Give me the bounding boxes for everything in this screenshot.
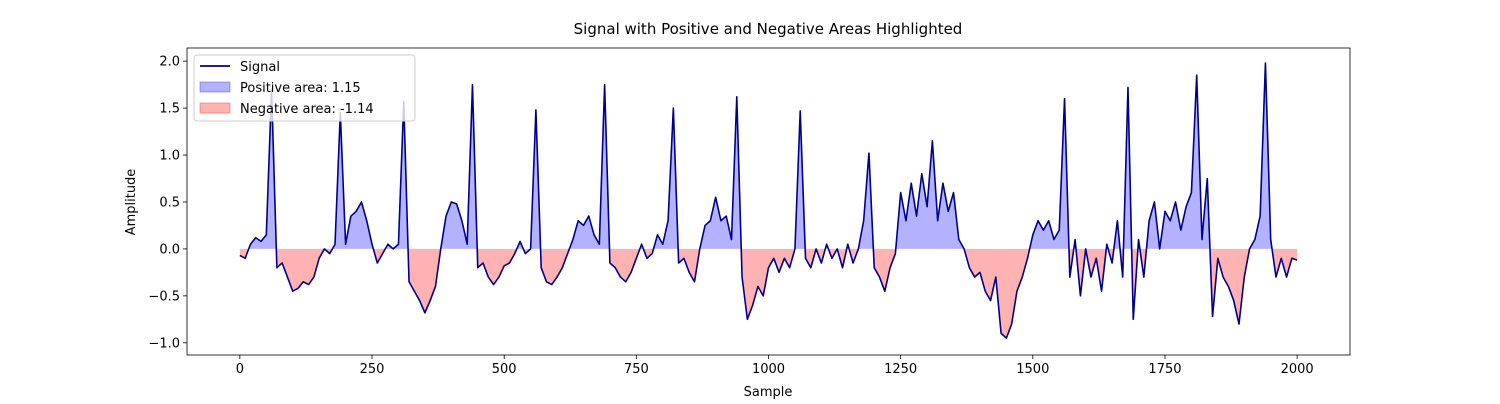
y-tick-label: 1.0	[159, 149, 180, 164]
signal-line	[239, 62, 1298, 339]
legend-box	[193, 54, 416, 122]
legend-swatch	[199, 81, 231, 93]
legend: Signal Positive area: 1.15 Negative area: …	[193, 54, 416, 122]
x-tick-label: 1250	[884, 362, 917, 377]
x-tick-label: 1750	[1148, 362, 1181, 377]
x-tick-label: 2000	[1281, 362, 1314, 377]
x-axis-label: Sample	[744, 385, 793, 400]
y-axis-label: Amplitude	[124, 169, 139, 236]
x-tick-label: 250	[360, 362, 385, 377]
x-tick-label: 0	[236, 362, 244, 377]
legend-label: Positive area: 1.15	[240, 81, 361, 96]
y-tick-label: 2.0	[159, 55, 180, 70]
legend-label: Negative area: -1.14	[240, 102, 374, 117]
y-tick-label: 1.5	[159, 102, 180, 117]
y-tick-label: −0.5	[148, 289, 180, 304]
x-tick-label: 500	[492, 362, 517, 377]
chart-title: Signal with Positive and Negative Areas …	[574, 20, 963, 38]
legend-label: Signal	[240, 60, 280, 75]
y-tick-label: 0.5	[159, 195, 180, 210]
legend-swatch	[199, 102, 231, 114]
x-tick-label: 750	[624, 362, 649, 377]
x-tick-label: 1500	[1016, 362, 1049, 377]
fill-area	[239, 63, 1298, 249]
y-tick-label: 0.0	[159, 242, 180, 257]
x-tick-label: 1000	[752, 362, 785, 377]
y-tick-label: −1.0	[148, 336, 180, 351]
